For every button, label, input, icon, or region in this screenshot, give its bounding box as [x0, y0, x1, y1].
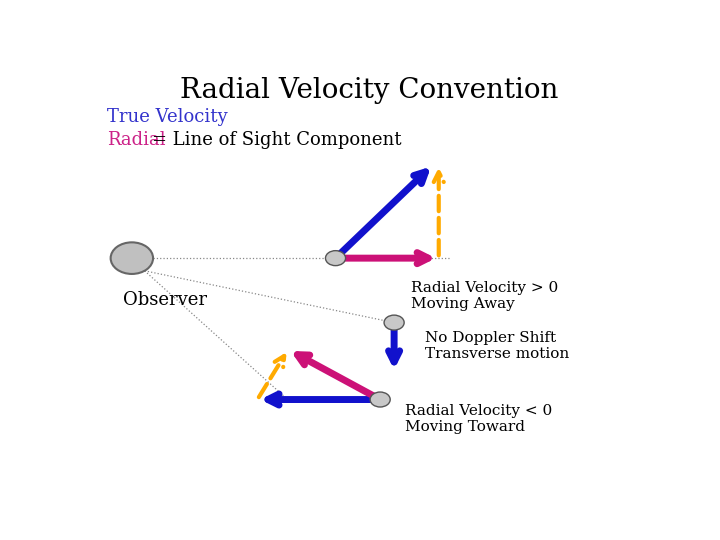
Circle shape: [325, 251, 346, 266]
Text: No Doppler Shift
Transverse motion: No Doppler Shift Transverse motion: [425, 331, 569, 361]
Text: Radial: Radial: [107, 131, 166, 150]
Text: True Velocity: True Velocity: [107, 109, 228, 126]
Circle shape: [384, 315, 404, 330]
Circle shape: [370, 392, 390, 407]
Text: = Line of Sight Component: = Line of Sight Component: [153, 131, 402, 150]
Text: Observer: Observer: [124, 291, 207, 308]
Circle shape: [111, 242, 153, 274]
Text: Radial Velocity Convention: Radial Velocity Convention: [180, 77, 558, 104]
Text: Radial Velocity > 0
Moving Away: Radial Velocity > 0 Moving Away: [411, 281, 558, 311]
Text: Radial Velocity < 0
Moving Toward: Radial Velocity < 0 Moving Toward: [405, 404, 552, 434]
